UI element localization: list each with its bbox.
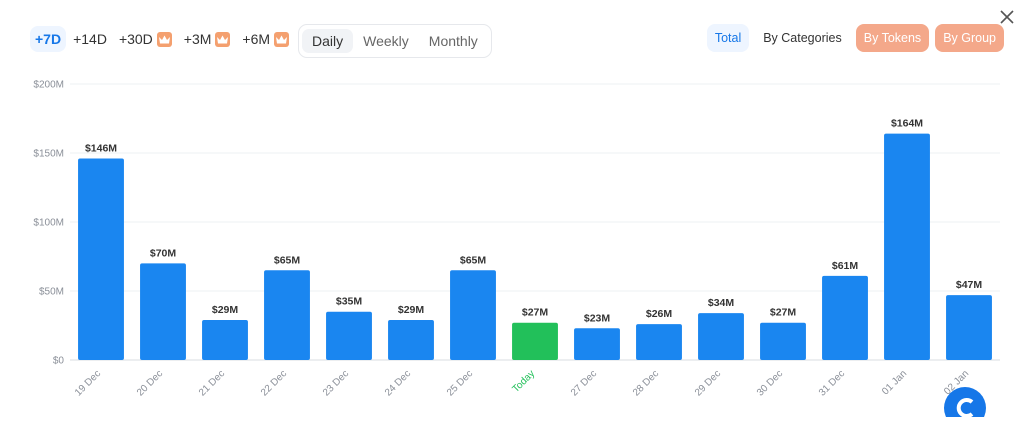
view-button-by-group[interactable]: By Group — [935, 24, 1004, 52]
x-tick-label: 20 Dec — [135, 368, 165, 398]
bar — [140, 263, 186, 360]
crown-icon — [274, 31, 290, 47]
period-button-weekly[interactable]: Weekly — [363, 33, 409, 49]
data-label: $65M — [460, 254, 487, 266]
y-tick-label: $150M — [33, 149, 64, 160]
bar — [822, 275, 868, 360]
view-button-by-categories[interactable]: By Categories — [763, 31, 842, 45]
crown-icon — [156, 31, 172, 47]
x-tick-label: 21 Dec — [197, 368, 227, 398]
data-label: $164M — [891, 118, 923, 130]
bar — [636, 324, 682, 360]
y-tick-label: $50M — [39, 287, 64, 298]
data-label: $146M — [85, 143, 117, 155]
x-tick-label: 28 Dec — [631, 368, 661, 398]
y-tick-label: $0 — [53, 356, 65, 367]
time-range-selector: +7D +14D +30D +3M +6M — [30, 26, 294, 52]
view-button-by-tokens[interactable]: By Tokens — [855, 24, 930, 52]
x-tick-label: Today — [510, 368, 537, 395]
data-label: $47M — [956, 279, 983, 291]
view-button-total[interactable]: Total — [706, 24, 750, 52]
data-label: $27M — [522, 307, 549, 319]
period-button-monthly[interactable]: Monthly — [428, 33, 478, 49]
x-tick-label: 29 Dec — [693, 368, 723, 398]
x-tick-label: 31 Dec — [817, 368, 847, 398]
bar — [450, 270, 496, 360]
bar — [884, 133, 930, 360]
range-button-6m[interactable]: +6M — [237, 26, 294, 52]
data-label: $35M — [336, 296, 363, 308]
bar — [388, 319, 434, 360]
range-button-3m[interactable]: +3M — [179, 26, 236, 52]
toolbar: +7D +14D +30D +3M +6M Daily Weekly Monthly Tot… — [30, 24, 1004, 58]
data-label: $26M — [646, 308, 673, 320]
x-tick-label: 01 Jan — [880, 368, 909, 397]
period-toggle: Daily Weekly Monthly — [298, 24, 492, 58]
range-label: +30D — [118, 31, 153, 47]
x-tick-label: 24 Dec — [383, 368, 413, 398]
data-label: $23M — [584, 312, 611, 324]
data-label: $29M — [398, 304, 425, 316]
data-label: $70M — [150, 247, 177, 259]
bar — [512, 322, 558, 360]
x-tick-label: 22 Dec — [259, 368, 289, 398]
x-tick-label: 27 Dec — [569, 368, 599, 398]
bar — [946, 295, 992, 360]
close-icon — [1000, 10, 1014, 24]
bar — [326, 311, 372, 360]
close-button[interactable] — [1000, 10, 1014, 29]
range-label: +3M — [183, 31, 212, 47]
bar — [574, 328, 620, 360]
bar — [264, 270, 310, 360]
view-selector: Total By Categories By Tokens By Group — [706, 24, 1004, 52]
range-button-7d[interactable]: +7D — [30, 26, 67, 52]
x-tick-label: 30 Dec — [755, 368, 785, 398]
range-label: +7D — [35, 31, 62, 47]
crown-icon — [215, 31, 231, 47]
logo-icon — [944, 387, 986, 422]
y-tick-label: $200M — [33, 80, 64, 91]
bar-chart: $0 $50M $100M $150M $200M $146M 19 Dec $70M 20 D… — [33, 80, 1000, 399]
data-label: $34M — [708, 297, 735, 309]
x-tick-label: 23 Dec — [321, 368, 351, 398]
range-label: +14D — [73, 31, 107, 47]
data-label: $61M — [832, 260, 859, 272]
bar — [78, 158, 124, 360]
data-label: $27M — [770, 307, 797, 319]
y-tick-label: $100M — [33, 218, 64, 229]
range-button-14d[interactable]: +14D — [68, 26, 112, 52]
data-label: $29M — [212, 304, 239, 316]
bar — [202, 319, 248, 360]
bar — [698, 313, 744, 360]
data-label: $65M — [274, 254, 301, 266]
period-button-daily[interactable]: Daily — [302, 29, 354, 53]
x-tick-label: 19 Dec — [73, 368, 103, 398]
x-tick-label: 25 Dec — [445, 368, 475, 398]
range-button-30d[interactable]: +30D — [114, 26, 177, 52]
bar — [760, 322, 806, 360]
range-label: +6M — [242, 31, 271, 47]
logo — [944, 384, 986, 422]
